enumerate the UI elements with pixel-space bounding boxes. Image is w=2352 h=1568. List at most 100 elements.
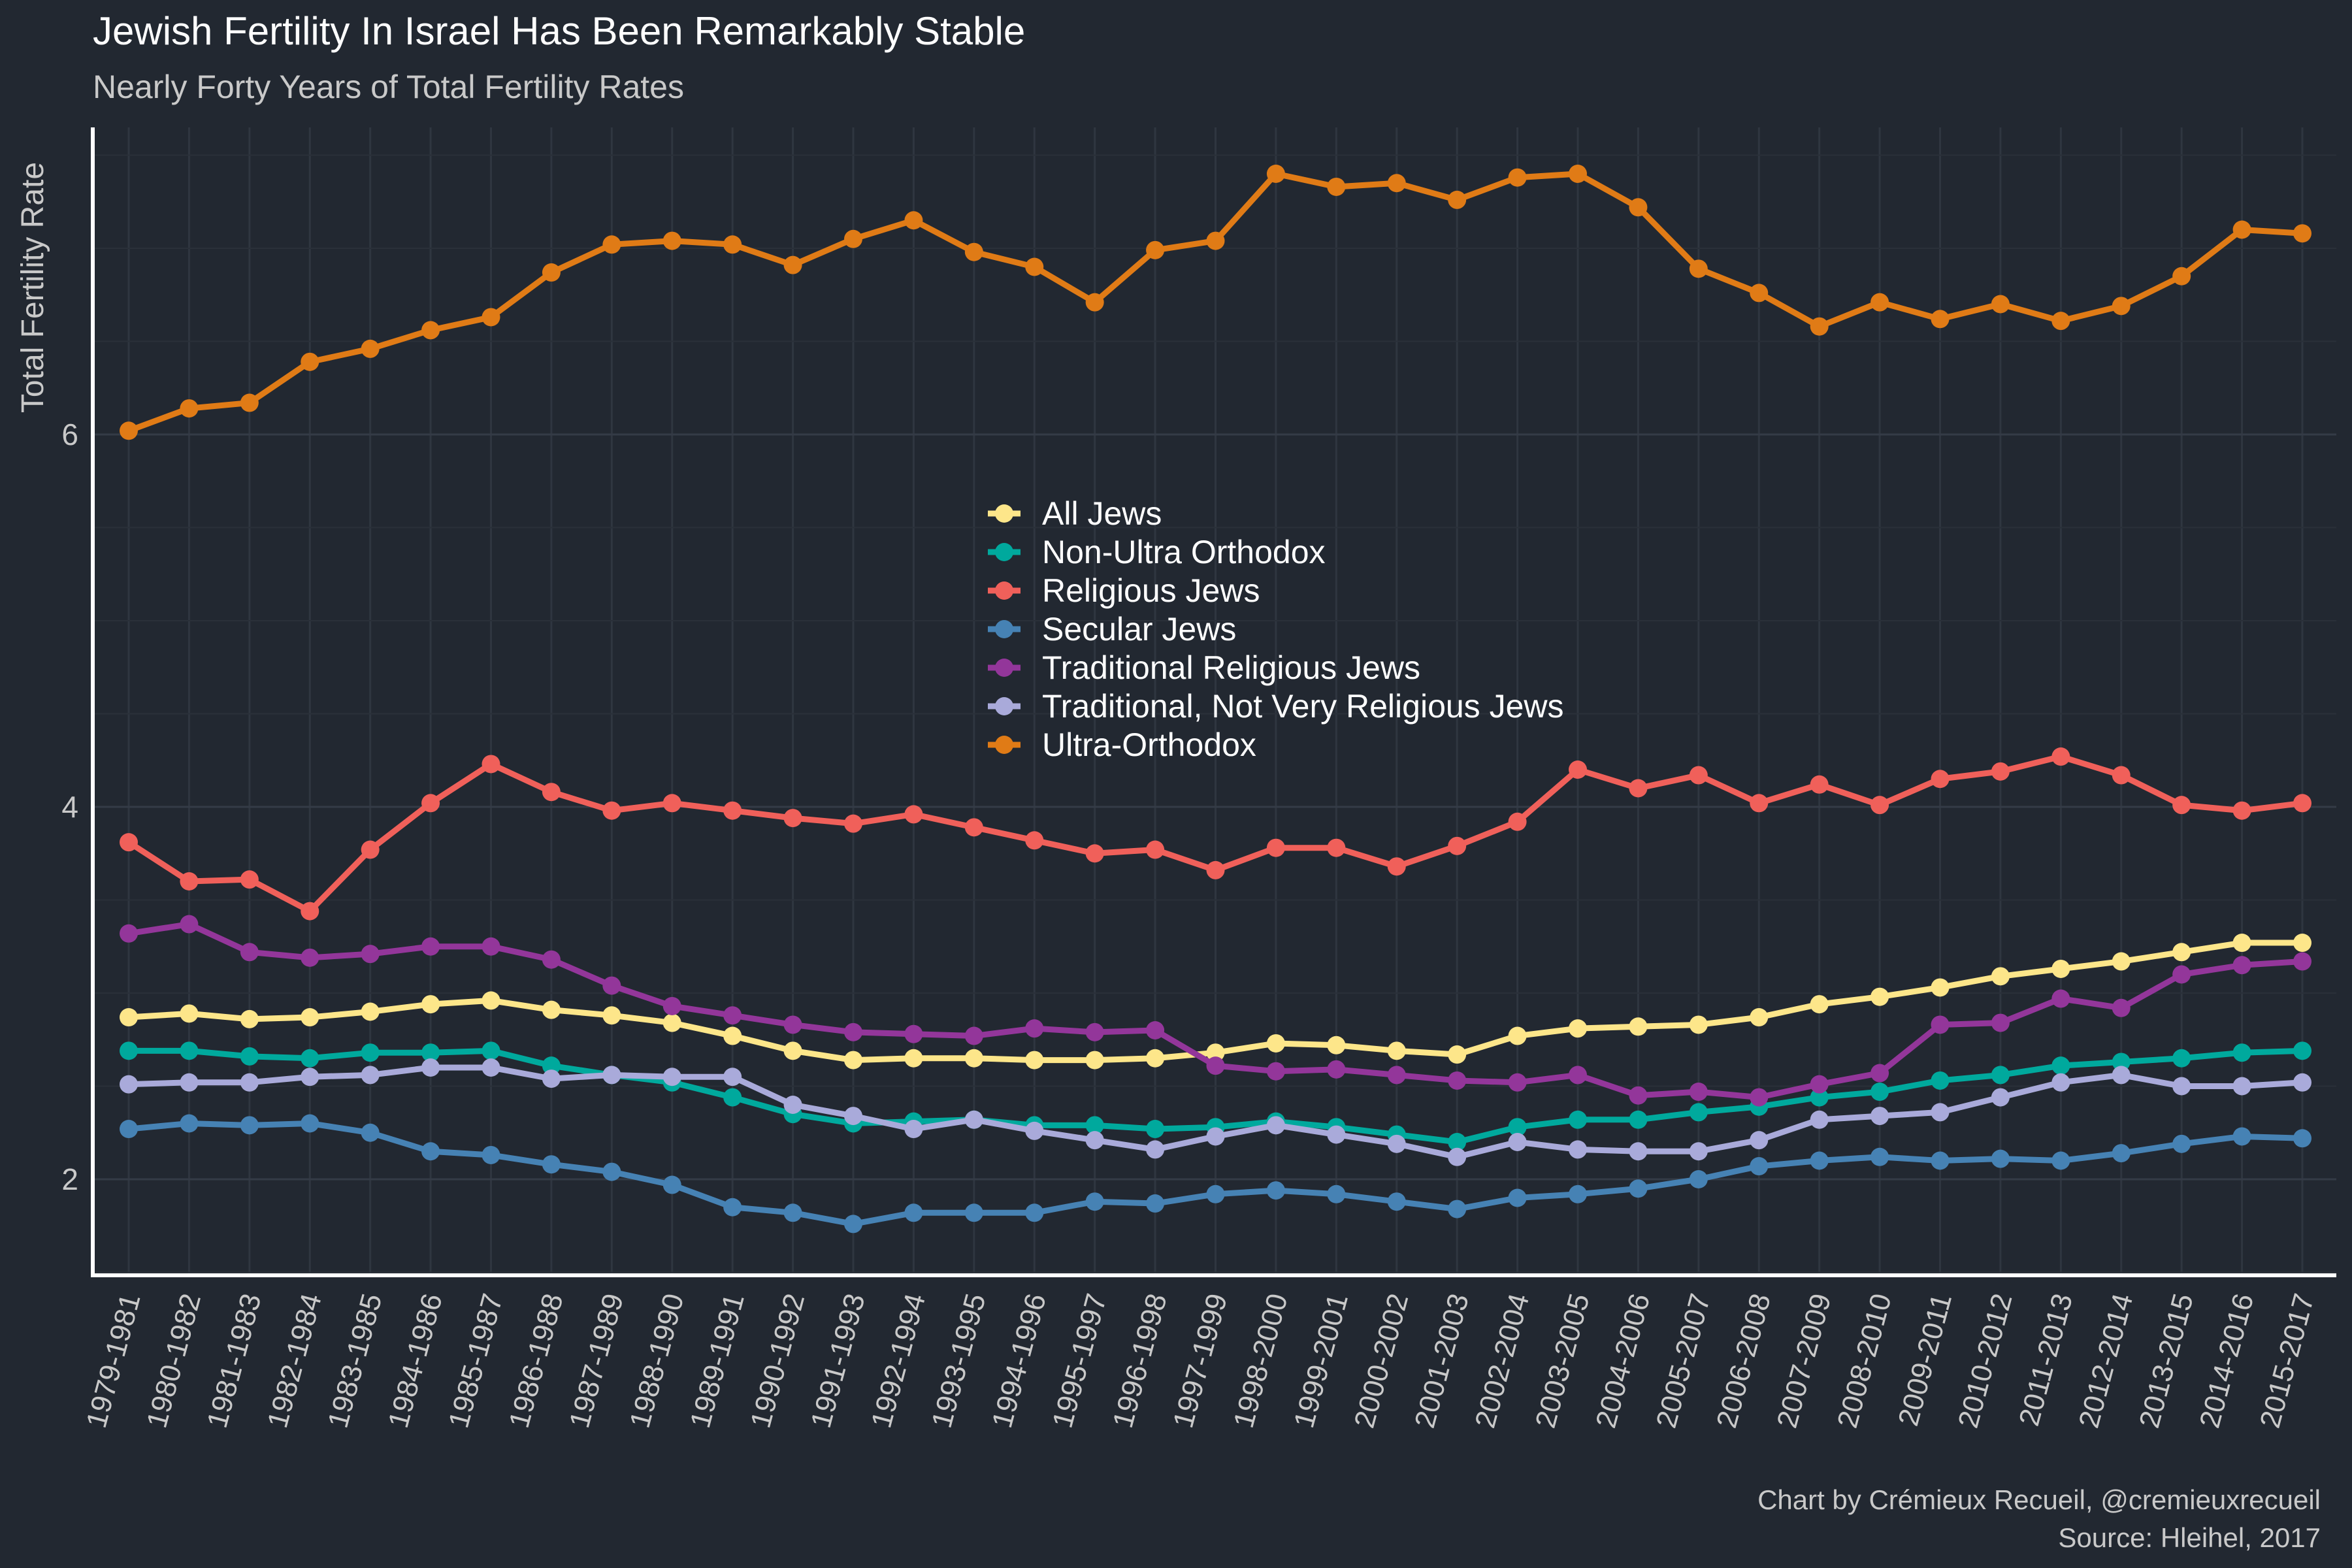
- data-point: [1085, 1022, 1104, 1041]
- y-axis-label: Total Fertility Rate: [16, 162, 50, 413]
- data-point: [421, 1142, 440, 1161]
- legend-item: Religious Jews: [988, 572, 1260, 609]
- series-traditional-not-very-religious-jews: [120, 1058, 2311, 1166]
- data-point: [1206, 1043, 1225, 1062]
- data-point: [964, 818, 983, 837]
- data-point: [1569, 1019, 1587, 1038]
- data-point: [482, 1041, 500, 1060]
- data-point: [1266, 1181, 1285, 1200]
- data-point: [844, 1022, 862, 1041]
- data-point: [964, 1110, 983, 1129]
- data-point: [1569, 1066, 1587, 1085]
- data-point: [1991, 762, 2010, 781]
- data-point: [964, 1026, 983, 1045]
- data-point: [542, 1155, 561, 1174]
- data-point: [361, 1043, 380, 1062]
- data-point: [542, 1070, 561, 1088]
- data-point: [120, 924, 138, 943]
- data-point: [783, 1203, 802, 1222]
- data-point: [2232, 1077, 2251, 1096]
- data-point: [361, 1002, 380, 1021]
- data-point: [723, 801, 742, 820]
- data-point: [1870, 1083, 1889, 1102]
- data-point: [2232, 1043, 2251, 1062]
- data-point: [1206, 860, 1225, 879]
- data-point: [240, 943, 259, 962]
- y-tick-label: 4: [61, 790, 78, 824]
- data-point: [844, 1107, 862, 1126]
- data-point: [723, 1006, 742, 1025]
- data-point: [120, 1075, 138, 1094]
- data-point: [1206, 1184, 1225, 1203]
- legend-item: Non-Ultra Orthodox: [988, 534, 1326, 570]
- data-point: [2112, 1053, 2131, 1071]
- data-point: [662, 1175, 681, 1194]
- data-point: [482, 1058, 500, 1077]
- data-point: [904, 1203, 923, 1222]
- data-point: [2112, 1144, 2131, 1163]
- data-point: [2232, 220, 2251, 239]
- data-point: [662, 996, 681, 1015]
- data-point: [180, 1041, 199, 1060]
- data-point: [1931, 1015, 1950, 1034]
- data-point: [904, 211, 923, 230]
- legend-label: Ultra-Orthodox: [1042, 727, 1256, 763]
- data-point: [1569, 1110, 1587, 1129]
- data-point: [1266, 1034, 1285, 1053]
- data-point: [2232, 956, 2251, 975]
- data-point: [120, 1120, 138, 1139]
- data-point: [1991, 1149, 2010, 1168]
- data-point: [2232, 801, 2251, 820]
- series-all-jews: [120, 934, 2311, 1070]
- data-point: [2112, 1066, 2131, 1085]
- data-point: [2172, 796, 2191, 815]
- data-point: [482, 1145, 500, 1164]
- data-point: [1508, 168, 1527, 187]
- data-point: [1085, 844, 1104, 863]
- data-point: [1146, 1021, 1165, 1039]
- data-point: [482, 308, 500, 327]
- data-point: [120, 833, 138, 852]
- data-point: [723, 235, 742, 254]
- data-point: [421, 1058, 440, 1077]
- data-point: [964, 1203, 983, 1222]
- data-point: [844, 1051, 862, 1070]
- data-point: [1750, 284, 1769, 302]
- data-point: [361, 1123, 380, 1142]
- data-point: [662, 1068, 681, 1086]
- data-point: [602, 1006, 621, 1025]
- data-point: [542, 1000, 561, 1019]
- data-point: [1991, 967, 2010, 986]
- data-point: [783, 255, 802, 274]
- data-point: [1448, 1071, 1467, 1090]
- legend-item: Secular Jews: [988, 611, 1236, 647]
- data-point: [542, 950, 561, 969]
- data-point: [602, 1162, 621, 1181]
- data-point: [1448, 836, 1467, 855]
- data-point: [2172, 965, 2191, 984]
- data-point: [301, 352, 319, 371]
- data-point: [240, 1073, 259, 1092]
- series-ultra-orthodox: [120, 165, 2311, 440]
- data-point: [1085, 1131, 1104, 1150]
- data-point: [723, 1088, 742, 1107]
- data-point: [1448, 1200, 1467, 1218]
- data-point: [361, 1066, 380, 1085]
- data-point: [723, 1198, 742, 1217]
- y-tick-label: 2: [61, 1162, 78, 1196]
- data-point: [2051, 1056, 2070, 1075]
- data-point: [1750, 794, 1769, 813]
- data-point: [240, 393, 259, 412]
- legend-marker-icon: [995, 620, 1013, 638]
- data-point: [783, 809, 802, 828]
- data-point: [180, 1004, 199, 1023]
- data-point: [2293, 934, 2311, 953]
- data-point: [301, 1068, 319, 1086]
- legend-item: Traditional Religious Jews: [988, 649, 1420, 686]
- data-point: [1689, 766, 1708, 785]
- data-point: [301, 948, 319, 967]
- x-tick-labels: 1979-19811980-19821981-19831982-19841983…: [80, 1290, 2321, 1431]
- data-point: [1327, 1036, 1346, 1054]
